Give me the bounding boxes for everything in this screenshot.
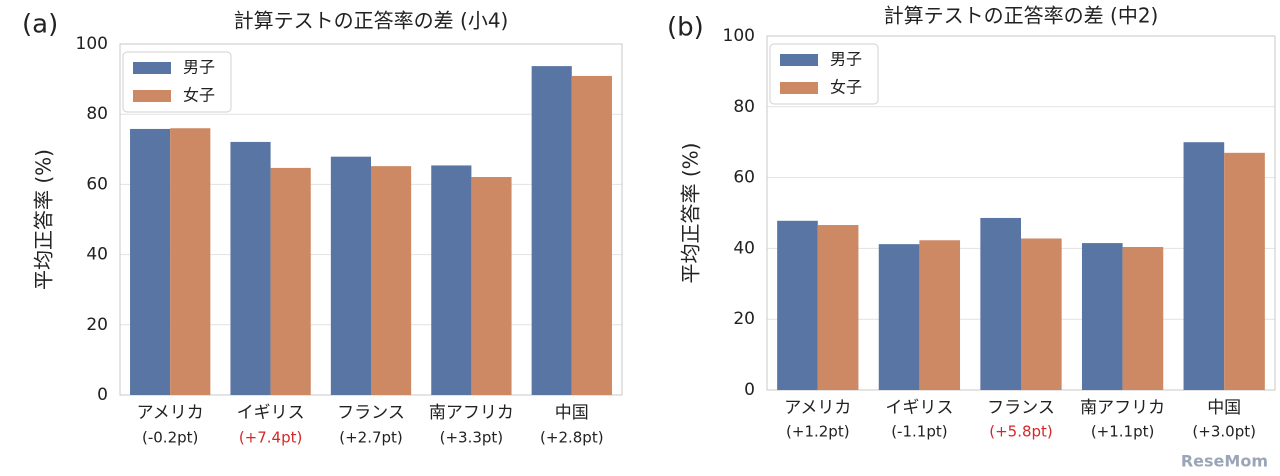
x-tick-note: (-0.2pt): [142, 429, 198, 447]
x-tick-label: 中国: [555, 403, 589, 423]
bar: [330, 156, 371, 395]
x-tick-note: (+1.1pt): [1091, 423, 1155, 441]
legend-label: 男子: [183, 58, 215, 77]
watermark: ReseMom: [1181, 452, 1268, 471]
x-tick-note: (+2.8pt): [540, 429, 604, 447]
x-tick-note: (+2.7pt): [339, 429, 403, 447]
x-tick-label: 南アフリカ: [429, 403, 514, 423]
y-tick-label: 100: [723, 26, 755, 46]
legend-swatch: [780, 82, 818, 94]
chart-title: 計算テストの正答率の差 (中2): [884, 4, 1159, 28]
legend-label: 女子: [830, 78, 862, 97]
legend-label: 男子: [830, 50, 862, 69]
panel-label: (b): [667, 13, 704, 43]
x-tick-note: (+3.0pt): [1192, 423, 1256, 441]
x-tick-label: アメリカ: [137, 403, 204, 423]
x-tick-label: イギリス: [237, 403, 305, 423]
bar: [1224, 152, 1265, 390]
x-tick-label: フランス: [337, 403, 405, 423]
x-tick-note: (+3.3pt): [440, 429, 504, 447]
bar: [1183, 142, 1225, 390]
y-tick-label: 80: [733, 97, 755, 117]
y-tick-label: 100: [76, 34, 108, 54]
y-tick-label: 0: [744, 380, 755, 400]
legend-label: 女子: [183, 86, 215, 105]
x-tick-note: (+5.8pt): [989, 423, 1053, 441]
y-tick-label: 60: [86, 174, 108, 194]
x-tick-label: イギリス: [885, 398, 953, 418]
y-tick-label: 20: [733, 309, 755, 329]
y-tick-label: 0: [97, 385, 108, 405]
bar: [230, 141, 271, 395]
legend-swatch: [133, 90, 171, 102]
bar: [130, 128, 171, 395]
x-tick-note: (+1.2pt): [786, 423, 850, 441]
bar: [777, 220, 818, 390]
x-tick-note: (-1.1pt): [891, 423, 947, 441]
x-tick-label: フランス: [987, 398, 1055, 418]
bar: [1021, 238, 1062, 390]
bar: [980, 217, 1021, 390]
panel-label: (a): [22, 10, 58, 40]
bar: [170, 128, 211, 396]
bar: [878, 244, 920, 390]
x-tick-label: 中国: [1207, 398, 1241, 418]
bar: [531, 66, 572, 395]
bar: [571, 75, 612, 395]
x-tick-label: アメリカ: [784, 398, 851, 418]
y-axis-label: 平均正答率 (%): [679, 143, 703, 284]
bar: [1122, 246, 1164, 390]
bar: [817, 225, 859, 390]
bar: [1081, 243, 1123, 390]
bar: [919, 240, 961, 390]
bar: [270, 167, 311, 395]
y-tick-label: 20: [86, 315, 108, 335]
y-axis-label: 平均正答率 (%): [32, 149, 56, 290]
y-tick-label: 40: [86, 245, 108, 265]
chart-title: 計算テストの正答率の差 (小4): [234, 9, 509, 33]
legend-swatch: [133, 62, 171, 74]
y-tick-label: 80: [86, 104, 108, 124]
bar: [431, 165, 472, 395]
y-tick-label: 60: [733, 168, 755, 188]
legend-swatch: [780, 54, 818, 66]
x-tick-label: 南アフリカ: [1080, 398, 1165, 418]
x-tick-note: (+7.4pt): [239, 429, 303, 447]
bar: [471, 177, 512, 395]
bar: [371, 166, 412, 395]
y-tick-label: 40: [733, 238, 755, 258]
